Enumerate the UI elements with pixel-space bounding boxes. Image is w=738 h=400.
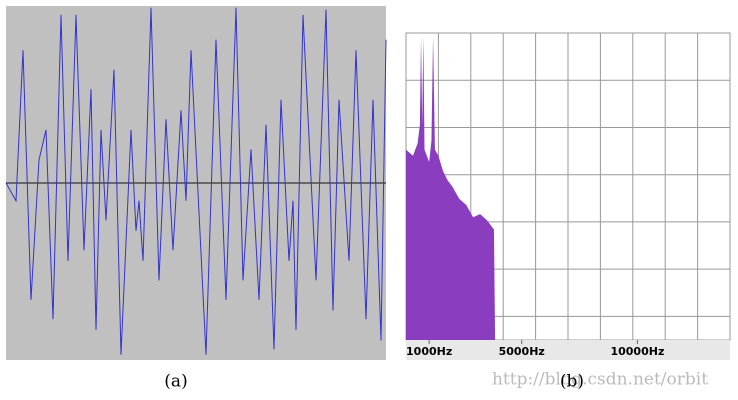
frequency-axis (406, 340, 730, 360)
caption: (a) (164, 372, 187, 392)
watermark: http://blog.csdn.net/orbit (492, 370, 708, 390)
caption: (b) (560, 372, 584, 392)
x-tick-label: 10000Hz (610, 345, 664, 358)
waveform (5, 7, 387, 355)
x-tick-label: 1000Hz (406, 345, 452, 358)
x-tick-label: 5000Hz (499, 345, 545, 358)
spectrum (406, 36, 496, 340)
